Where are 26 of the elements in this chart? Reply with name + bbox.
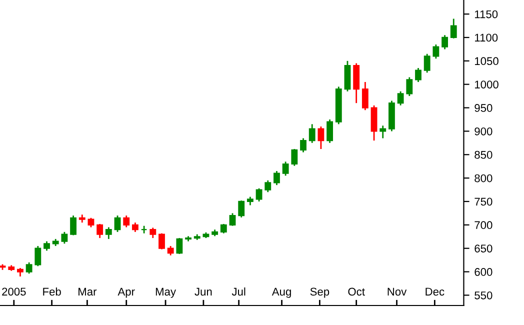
x-tick-label: Oct — [348, 288, 365, 296]
x-tick-label: Jul — [232, 287, 246, 296]
x-tick-label: Dec — [426, 288, 444, 296]
x-tick-label: Feb — [43, 287, 61, 296]
y-tick-label: 1000 — [475, 80, 498, 88]
x-tick-label: 2005 — [2, 288, 26, 296]
y-tick-label: 550 — [474, 291, 492, 300]
y-tick-label: 700 — [474, 221, 492, 230]
x-tick-label: Jun — [194, 288, 212, 296]
candlestick — [176, 237, 183, 255]
x-tick-label: Mar — [78, 288, 97, 296]
y-tick-label: 950 — [474, 104, 492, 112]
y-tick-label: 600 — [474, 268, 492, 276]
y-tick-label: 900 — [474, 127, 492, 136]
x-tick-label: Sep — [310, 288, 330, 298]
y-tick-label: 750 — [474, 198, 492, 206]
x-tick-label: Nov — [388, 288, 407, 296]
y-tick-label: 850 — [474, 150, 492, 159]
x-tick-label: Aug — [272, 288, 291, 298]
y-tick-label: 1150 — [475, 10, 498, 18]
y-tick-label: 800 — [474, 174, 492, 182]
x-tick-label: May — [156, 288, 176, 298]
y-tick-label: 1050 — [475, 57, 498, 66]
y-tick-label: 1100 — [475, 34, 498, 42]
y-tick-label: 650 — [474, 244, 492, 252]
x-tick-label: Apr — [118, 288, 135, 298]
